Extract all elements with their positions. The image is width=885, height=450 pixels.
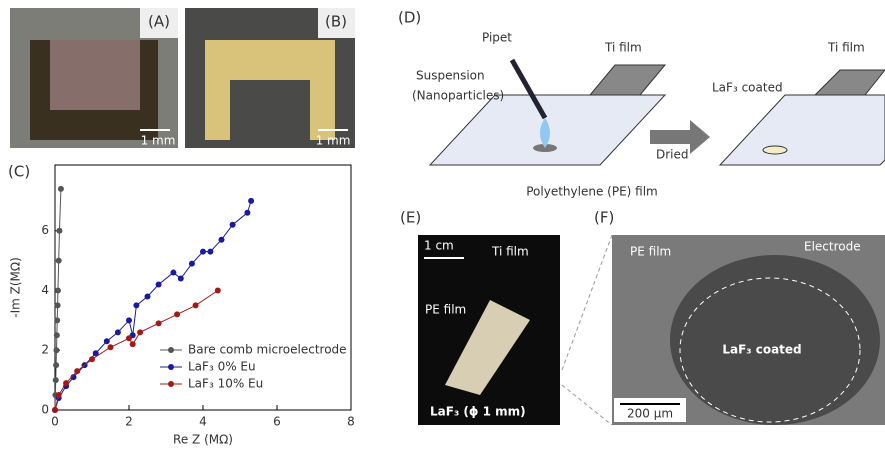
photo-a-film xyxy=(50,40,140,110)
ti-film xyxy=(815,70,885,95)
data-point xyxy=(115,329,121,335)
panel-label: (E) xyxy=(400,209,421,227)
data-point xyxy=(219,237,225,243)
panel-label: (F) xyxy=(594,209,614,227)
data-point xyxy=(56,392,62,398)
data-point xyxy=(244,210,250,216)
scale-label: 1 mm xyxy=(316,134,351,148)
panel-label: (C) xyxy=(8,163,30,181)
panel-label: (B) xyxy=(325,13,347,31)
data-point xyxy=(200,249,206,255)
data-point xyxy=(108,344,114,350)
legend-label: LaF₃ 0% Eu xyxy=(188,360,256,374)
photo-label: Ti film xyxy=(491,245,529,259)
x-axis-label: Re Z (MΩ) xyxy=(173,433,233,447)
diagram-label: Pipet xyxy=(482,31,512,45)
x-tick-label: 2 xyxy=(125,415,133,429)
photo-b-film xyxy=(205,40,230,140)
x-tick-label: 0 xyxy=(51,415,59,429)
data-point xyxy=(248,198,254,204)
photo-f-electrode xyxy=(670,255,880,425)
data-point xyxy=(145,293,151,299)
x-tick-label: 6 xyxy=(273,415,281,429)
data-point xyxy=(230,222,236,228)
connector xyxy=(562,235,612,370)
diagram-label: Polyethylene (PE) film xyxy=(526,185,657,199)
data-point xyxy=(54,332,60,338)
series-line xyxy=(55,189,61,410)
y-tick-label: 0 xyxy=(41,403,49,417)
photo-b-film xyxy=(310,40,335,140)
data-point xyxy=(58,186,64,192)
diagram-label: (Nanoparticles) xyxy=(412,89,504,103)
legend-label: LaF₃ 10% Eu xyxy=(188,377,263,391)
data-point xyxy=(56,258,62,264)
y-tick-label: 6 xyxy=(41,223,49,237)
data-point xyxy=(137,329,143,335)
data-point xyxy=(130,341,136,347)
x-tick-label: 8 xyxy=(347,415,355,429)
photo-label: LaF₃ coated xyxy=(722,343,801,357)
legend-marker xyxy=(168,364,174,370)
photo-label: LaF₃ (ϕ 1 mm) xyxy=(430,405,526,419)
data-point xyxy=(52,407,58,413)
legend-marker xyxy=(168,381,174,387)
y-axis-label: -Im Z(MΩ) xyxy=(9,257,23,317)
x-tick-label: 4 xyxy=(199,415,207,429)
y-tick-label: 2 xyxy=(41,343,49,357)
data-point xyxy=(54,317,60,323)
panel-label: (A) xyxy=(148,13,170,31)
data-point xyxy=(133,302,139,308)
diagram-label: Ti film xyxy=(604,41,642,55)
diagram-label: Suspension xyxy=(416,69,485,83)
data-point xyxy=(63,380,69,386)
data-point xyxy=(189,261,195,267)
data-point xyxy=(53,347,59,353)
panel-label: (D) xyxy=(398,9,421,27)
data-point xyxy=(55,287,61,293)
data-point xyxy=(178,276,184,282)
diagram-label: Ti film xyxy=(827,41,865,55)
figure: (A) 1 mm (B) 1 mm (C) (D) Pipet Ti film … xyxy=(0,0,885,450)
diagram-label: Dried xyxy=(656,148,689,162)
data-point xyxy=(55,302,61,308)
legend-label: Bare comb microelectrode xyxy=(188,343,347,357)
diagram-label: LaF₃ coated xyxy=(712,81,783,95)
data-point xyxy=(174,311,180,317)
data-point xyxy=(89,356,95,362)
scale-label: 1 mm xyxy=(141,134,176,148)
data-point xyxy=(215,287,221,293)
photo-label: PE film xyxy=(630,245,671,259)
data-point xyxy=(53,377,59,383)
photo-label: Electrode xyxy=(804,240,861,254)
ti-film xyxy=(590,65,665,95)
data-point xyxy=(126,317,132,323)
photo-label: 1 cm xyxy=(424,239,454,253)
data-point xyxy=(104,338,110,344)
data-point xyxy=(74,368,80,374)
connector xyxy=(562,385,612,425)
data-point xyxy=(207,249,213,255)
scale-label: 200 μm xyxy=(627,407,673,421)
data-point xyxy=(126,335,132,341)
data-point xyxy=(156,320,162,326)
pe-film xyxy=(720,95,885,165)
data-point xyxy=(53,362,59,368)
data-point xyxy=(156,282,162,288)
data-point xyxy=(56,228,62,234)
photo-label: PE film xyxy=(425,303,466,317)
data-point xyxy=(193,302,199,308)
data-point xyxy=(170,270,176,276)
y-tick-label: 4 xyxy=(41,283,49,297)
legend-marker xyxy=(168,347,174,353)
coated-spot xyxy=(763,146,787,154)
